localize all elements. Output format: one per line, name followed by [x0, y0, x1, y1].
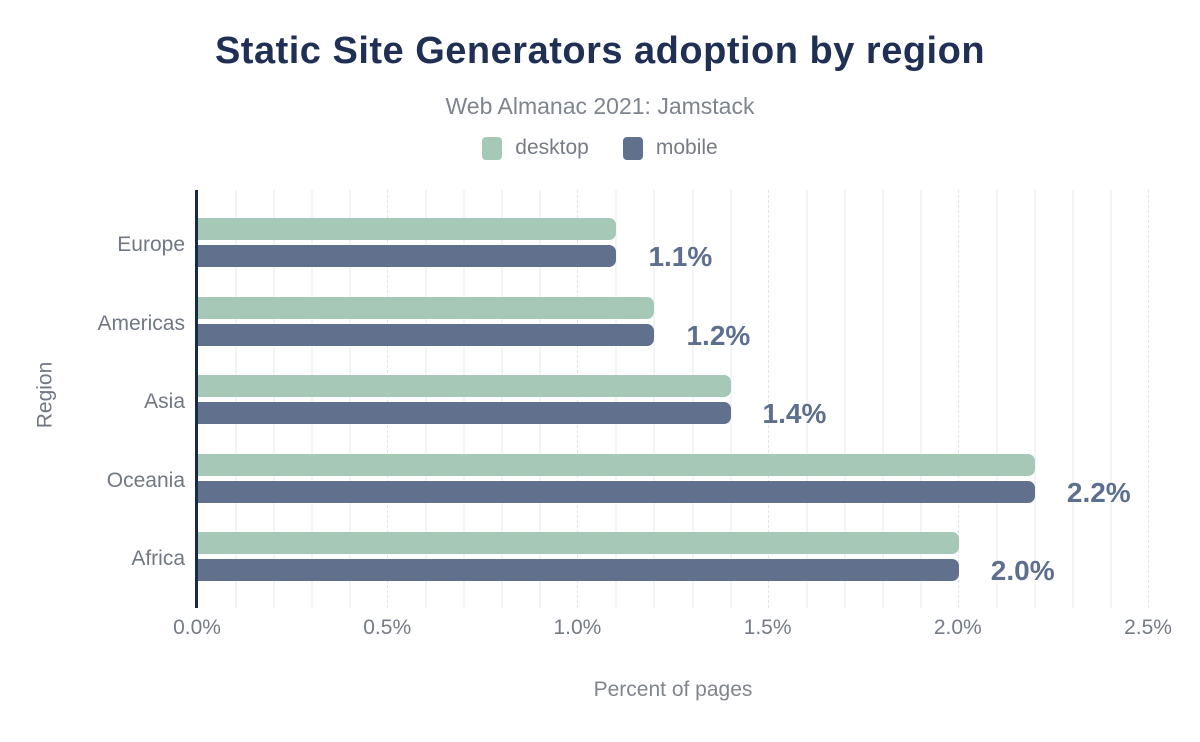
gridline-minor — [349, 190, 352, 608]
gridline-minor — [463, 190, 466, 608]
legend-label: desktop — [515, 136, 589, 159]
gridline-major — [387, 190, 389, 608]
gridline-major — [1148, 190, 1149, 608]
bar-mobile-africa — [198, 559, 959, 581]
legend-item-mobile[interactable]: mobile — [622, 136, 718, 160]
gridline-major — [767, 190, 769, 608]
gridline-minor — [805, 190, 808, 608]
gridline-minor — [995, 190, 998, 608]
bar-mobile-asia — [198, 402, 731, 424]
x-axis-title: Percent of pages — [593, 678, 753, 701]
x-tick-1.0%: 1.0% — [553, 616, 602, 639]
category-label-africa: Africa — [131, 547, 185, 570]
gridline-minor — [235, 190, 238, 608]
x-tick-0.0%: 0.0% — [173, 616, 221, 639]
value-label-americas: 1.2% — [686, 319, 751, 351]
chart-title: Static Site Generators adoption by regio… — [214, 30, 986, 72]
bar-desktop-asia — [198, 375, 731, 397]
mobile-swatch-icon — [622, 136, 643, 160]
bar-mobile-europe — [198, 245, 617, 267]
legend-label: mobile — [655, 136, 718, 159]
gridline-minor — [1033, 190, 1036, 608]
gridline-major — [577, 190, 579, 608]
desktop-swatch-icon — [482, 136, 503, 160]
y-axis-line — [195, 190, 198, 608]
bar-mobile-americas — [198, 323, 655, 346]
category-label-oceania: Oceania — [106, 468, 185, 492]
value-label-oceania: 2.2% — [1066, 476, 1131, 508]
bar-desktop-europe — [198, 218, 617, 240]
x-tick-1.5%: 1.5% — [743, 616, 792, 639]
legend-item-desktop[interactable]: desktop — [482, 136, 589, 160]
gridline-minor — [729, 190, 732, 608]
value-label-europe: 1.1% — [648, 241, 713, 272]
gridline-minor — [273, 190, 276, 608]
gridline-minor — [425, 190, 428, 608]
value-label-africa: 2.0% — [990, 555, 1055, 586]
x-tick-2.0%: 2.0% — [933, 616, 982, 639]
gridline-minor — [843, 190, 846, 608]
category-label-europe: Europe — [117, 233, 185, 256]
x-tick-0.5%: 0.5% — [363, 616, 412, 639]
gridline-minor — [311, 190, 314, 608]
gridline-minor — [1109, 190, 1112, 608]
gridline-minor — [615, 190, 618, 608]
gridline-minor — [501, 190, 504, 608]
gridline-minor — [653, 190, 656, 608]
bar-desktop-americas — [198, 296, 655, 319]
gridline-minor — [691, 190, 694, 608]
gridline-minor — [539, 190, 542, 608]
bar-mobile-oceania — [198, 480, 1035, 503]
gridline-minor — [881, 190, 884, 608]
bar-desktop-africa — [198, 532, 959, 554]
legend: desktop mobile — [0, 136, 1200, 160]
bar-desktop-oceania — [198, 453, 1035, 476]
chart-subtitle: Web Almanac 2021: Jamstack — [445, 93, 755, 119]
category-label-americas: Americas — [97, 311, 185, 335]
gridline-minor — [919, 190, 922, 608]
plot-area: Region Europe 1.1% Americas 1.2% Asia 1.4% Oce… — [33, 190, 1172, 639]
gridline-minor — [1071, 190, 1074, 608]
value-label-asia: 1.4% — [762, 398, 827, 429]
gridline-major — [957, 190, 959, 608]
category-label-asia: Asia — [144, 390, 185, 413]
x-tick-2.5%: 2.5% — [1124, 616, 1172, 639]
